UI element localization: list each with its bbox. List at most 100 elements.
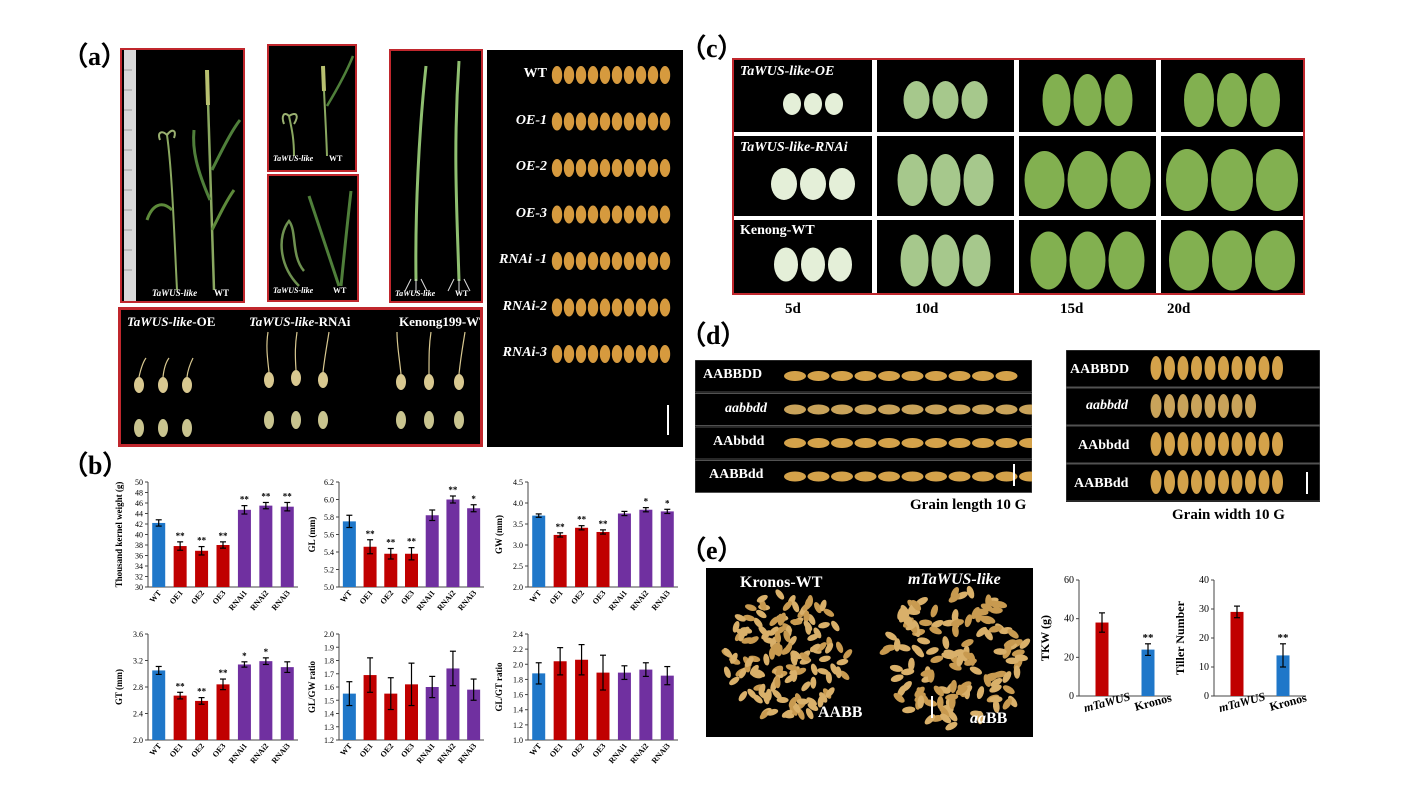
grain-kernel xyxy=(917,695,925,709)
bar-wt xyxy=(152,670,166,740)
grain-kernel xyxy=(930,655,944,663)
bar-wt xyxy=(342,521,356,587)
grain-kernel xyxy=(575,159,587,177)
grain-kernel xyxy=(807,371,830,381)
significance-marker: ** xyxy=(197,687,207,697)
grain-kernel xyxy=(768,626,779,636)
grain-kernel xyxy=(635,252,647,270)
chart-gt: GT (mm) 2.0 2.4 2.8 3.2 3.6 WT ** OE1 ** OE2 ** OE3 *… xyxy=(110,622,305,772)
grain-kernel xyxy=(940,713,952,724)
grain-kernel xyxy=(803,610,810,623)
genotype-aabb-mutant: aaBB xyxy=(970,710,1007,728)
grain-kernel xyxy=(575,345,587,363)
grain-kernel xyxy=(919,619,933,627)
grain-kernel xyxy=(831,620,840,632)
y-tick-label: 20 xyxy=(1064,652,1074,663)
developing-grain xyxy=(1073,74,1102,126)
developing-grain xyxy=(804,93,822,115)
bar-rnai1 xyxy=(425,515,439,587)
grain-kernel xyxy=(1245,470,1256,494)
significance-marker: ** xyxy=(386,538,396,548)
bar-oe2 xyxy=(195,700,209,740)
grain-kernel xyxy=(774,631,782,644)
grain-kernel xyxy=(563,205,575,224)
bar-oe3 xyxy=(216,545,230,587)
grain-kernel xyxy=(925,371,947,381)
y-tick-label: 30 xyxy=(1199,604,1209,615)
panel-label-e: （e） xyxy=(680,536,744,565)
developing-grain xyxy=(1067,151,1108,209)
x-tick-label: OE3 xyxy=(591,589,608,607)
y-tick-label: 46 xyxy=(135,499,143,508)
day-label-5d: 5d xyxy=(785,301,801,317)
y-tick-label: 2.4 xyxy=(133,710,143,719)
panel-label-a: （a） xyxy=(62,42,128,71)
y-tick-label: 5.4 xyxy=(324,548,334,557)
plant-photo-4: TaWUS-like WT xyxy=(389,49,483,303)
y-tick-label: 1.2 xyxy=(324,736,334,745)
grain-kernel xyxy=(623,205,635,224)
grain-length-graphic xyxy=(695,360,1032,493)
grain-kernel xyxy=(936,696,944,710)
grain-kernel xyxy=(897,644,911,652)
y-axis-label: GW (mm) xyxy=(494,515,504,554)
development-photo: TaWUS-like-OE TaWUS-like-RNAi Kenong-WT xyxy=(732,58,1305,295)
grain-kernel xyxy=(745,604,757,612)
x-tick-label: OE3 xyxy=(211,742,228,760)
grain-kernel xyxy=(635,112,647,131)
grain-kernel xyxy=(836,658,849,666)
y-tick-label: 1.8 xyxy=(324,657,334,666)
grain-kernel xyxy=(1218,432,1229,456)
day-label-15d: 15d xyxy=(1060,301,1084,317)
bar-oe1 xyxy=(173,695,187,740)
grain-kernel xyxy=(575,298,587,317)
grain-kernel xyxy=(730,652,738,664)
y-axis-label: Tiller Number xyxy=(1173,600,1187,675)
grain-kernel xyxy=(1231,432,1243,456)
grain-kernel xyxy=(1177,356,1189,380)
x-tick-label: WT xyxy=(528,741,544,758)
grain-kernel xyxy=(807,438,830,448)
grain-kernel xyxy=(976,686,985,700)
bar-oe1 xyxy=(553,661,567,740)
developing-grain xyxy=(962,234,991,287)
y-tick-label: 4.5 xyxy=(513,478,523,487)
y-axis-label: GL/GW ratio xyxy=(307,660,317,713)
grain-row-label: RNAi -1 xyxy=(499,252,547,267)
grain-kernel xyxy=(972,404,994,415)
grain-kernel xyxy=(879,646,892,655)
x-tick-label: RNAi3 xyxy=(270,742,292,766)
y-axis-label: GL (mm) xyxy=(307,517,317,553)
grain-kernel xyxy=(1272,432,1283,456)
chart-gl-gt-ratio: GL/GT ratio 1.0 1.2 1.4 1.6 1.8 2.0 2.2 2.4 WT OE1… xyxy=(490,622,685,772)
y-tick-label: 2.0 xyxy=(324,630,334,639)
grain-kernel xyxy=(1019,404,1032,415)
bar-mtawus xyxy=(1230,611,1244,696)
grain-kernel xyxy=(1150,394,1162,418)
grain-kernel xyxy=(1005,657,1019,665)
developing-grain xyxy=(771,168,797,200)
y-tick-label: 20 xyxy=(1199,633,1209,644)
y-tick-label: 5.0 xyxy=(324,583,334,592)
grain-kernel xyxy=(587,345,599,363)
grain-kernel xyxy=(825,671,832,684)
grain-kernel xyxy=(774,676,781,689)
x-tick-label: RNAi2 xyxy=(248,589,270,613)
grain-kernel xyxy=(752,694,763,704)
grain-kernel xyxy=(563,112,575,131)
grain-kernel xyxy=(599,112,611,131)
grain-kernel xyxy=(784,642,793,654)
grain-kernel xyxy=(738,667,747,679)
day-label-10d: 10d xyxy=(915,301,939,317)
grain-kernel xyxy=(951,619,964,627)
y-axis-label: GT (mm) xyxy=(114,669,124,705)
grain-kernel xyxy=(831,471,853,482)
significance-marker: ** xyxy=(599,519,609,529)
y-tick-label: 38 xyxy=(135,541,143,550)
grain-kernel xyxy=(587,159,599,177)
grain-kernel xyxy=(1272,356,1283,380)
grain-kernel xyxy=(823,608,835,617)
grain-kernel xyxy=(611,159,623,177)
grain-kernel xyxy=(611,66,623,84)
